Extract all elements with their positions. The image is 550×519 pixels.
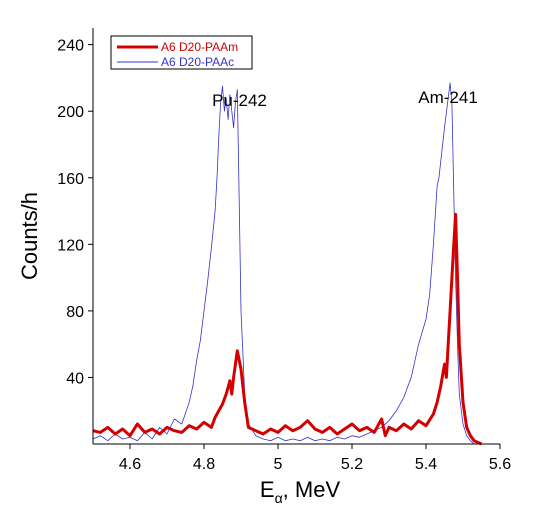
y-tick-label: 80 — [66, 304, 84, 321]
x-axis-title: Eα, MeV — [260, 477, 341, 506]
legend-box — [110, 35, 253, 70]
legend-label-paam: A6 D20-PAAm — [161, 40, 238, 54]
y-tick-label: 160 — [57, 171, 84, 188]
peak-annotations: Pu-242 Am-241 — [212, 88, 478, 110]
axes-layer — [92, 28, 500, 445]
y-axis-title: Counts/h — [17, 192, 42, 280]
y-tick-label: 240 — [57, 38, 84, 55]
x-axis-title-subscript: α — [275, 490, 283, 506]
x-ticks: 4.6 4.8 5 5.2 5.4 5.6 — [119, 444, 511, 473]
y-tick-label: 40 — [66, 370, 84, 387]
legend: A6 D20-PAAm A6 D20-PAAc — [110, 35, 253, 70]
y-ticks: 40 80 120 160 200 240 — [57, 38, 93, 387]
peak-label: Pu-242 — [212, 91, 267, 110]
x-tick-label: 5.6 — [489, 456, 511, 473]
x-axis-title-unit: , MeV — [283, 477, 341, 502]
peak-label: Am-241 — [418, 88, 478, 107]
plot-background — [93, 28, 500, 444]
y-tick-label: 200 — [57, 104, 84, 121]
series-line-paam — [92, 212, 483, 446]
series-line-paac — [92, 82, 475, 445]
x-axis-title-main: E — [260, 477, 275, 502]
y-tick-label: 120 — [57, 237, 84, 254]
series-layer — [92, 82, 483, 446]
x-tick-label: 5 — [274, 456, 283, 473]
x-tick-label: 5.2 — [341, 456, 363, 473]
legend-label-paac: A6 D20-PAAc — [161, 55, 234, 69]
x-tick-label: 4.8 — [193, 456, 215, 473]
x-tick-label: 5.4 — [415, 456, 437, 473]
x-tick-label: 4.6 — [119, 456, 141, 473]
